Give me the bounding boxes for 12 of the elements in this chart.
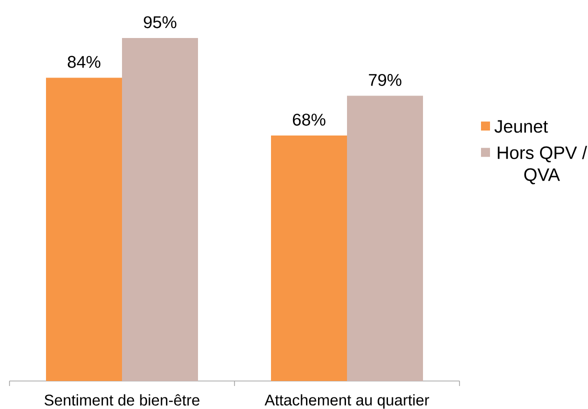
bar [271,136,348,381]
legend-label: Jeunet [494,120,548,133]
legend-label: Hors QPV / QVA [498,146,588,184]
x-tick-label: Sentiment de bien-être [44,394,200,406]
bar [122,38,198,381]
bar [347,96,424,381]
data-label: 95% [144,16,176,28]
data-label: 84% [68,56,100,68]
data-label: 79% [368,74,402,86]
x-tick-label: Attachement au quartier [264,394,430,409]
data-label: 68% [292,114,326,126]
bar [46,78,122,381]
